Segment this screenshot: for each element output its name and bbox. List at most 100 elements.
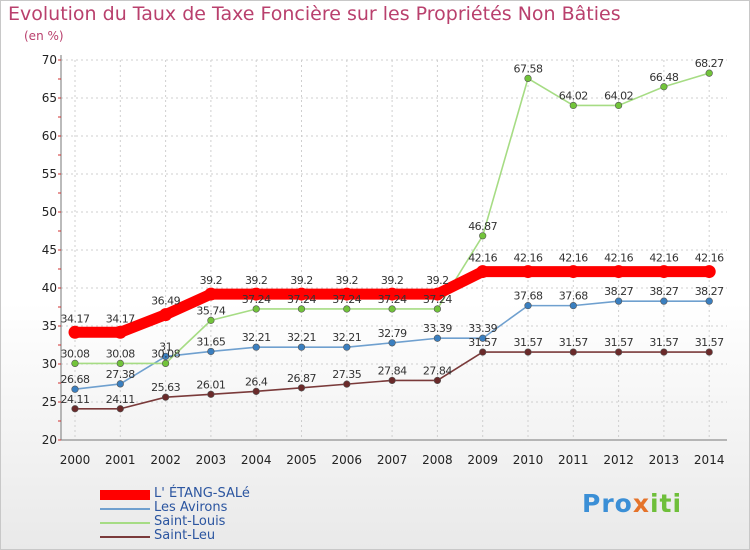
data-label: 27.84 (423, 364, 452, 377)
grid (61, 59, 727, 441)
data-label: 36.49 (151, 295, 180, 308)
data-label: 67.58 (514, 62, 543, 75)
data-label: 42.16 (695, 252, 724, 265)
data-point (702, 265, 716, 279)
data-point (162, 393, 170, 401)
x-tick-label: 2000 (60, 453, 91, 467)
data-point (249, 287, 263, 301)
data-label: 68.27 (695, 57, 724, 70)
data-point (524, 302, 532, 310)
proxiti-logo: Proxiti (582, 489, 682, 518)
x-tick-label: 2012 (603, 453, 634, 467)
data-label: 42.16 (559, 252, 588, 265)
data-label: 34.17 (106, 312, 135, 325)
data-point (388, 376, 396, 385)
data-label: 24.11 (106, 393, 135, 406)
data-point (657, 265, 671, 279)
logo-text-pro: Pro (582, 489, 633, 518)
data-label: 39.2 (290, 274, 313, 287)
data-label: 46.87 (468, 220, 497, 233)
data-label: 31.57 (649, 336, 678, 349)
x-tick-label: 2007 (377, 453, 408, 467)
data-point (343, 305, 351, 313)
data-point (524, 74, 532, 82)
data-point (207, 316, 215, 324)
chart-subtitle: (en %) (24, 29, 64, 43)
data-point (297, 305, 306, 313)
data-label: 31.65 (196, 335, 225, 348)
data-point (660, 297, 668, 305)
data-label: 39.2 (336, 274, 359, 287)
line-chart: 20 25 30 35 40 45 50 55 60 65 70 2000 2001 2002 2003 20… (42, 53, 727, 467)
data-point (479, 334, 487, 342)
data-point (297, 343, 306, 351)
data-label: 30.08 (151, 347, 180, 360)
y-tick-label: 25 (42, 395, 57, 409)
data-label: 42.16 (649, 252, 678, 265)
legend-label: Saint-Louis (154, 514, 226, 529)
x-tick-label: 2011 (558, 453, 589, 467)
data-point (116, 359, 124, 367)
data-point (204, 287, 218, 301)
data-point (476, 265, 490, 279)
data-label: 31 (159, 340, 172, 353)
y-tick-label: 35 (42, 319, 57, 333)
data-point (159, 308, 173, 322)
legend-label: Les Avirons (154, 500, 228, 515)
data-label: 64.02 (604, 89, 633, 102)
legend-swatch (100, 490, 150, 500)
data-point (614, 297, 623, 305)
data-label: 42.16 (604, 252, 633, 265)
data-label: 34.17 (61, 312, 90, 325)
data-point (340, 287, 354, 301)
x-tick-label: 2008 (422, 453, 453, 467)
logo-text-iti: iti (649, 489, 683, 518)
axes: 20 25 30 35 40 45 50 55 60 65 70 2000 2001 2002 2003 20… (42, 53, 727, 467)
data-point (71, 385, 79, 393)
y-tick-label: 60 (42, 129, 57, 143)
data-label: 31.57 (468, 336, 497, 349)
x-tick-label: 2013 (649, 453, 680, 467)
x-tick-label: 2001 (105, 453, 136, 467)
data-point (207, 347, 215, 356)
data-label: 37.24 (332, 293, 361, 306)
data-label: 32.21 (287, 331, 316, 344)
legend-swatch (100, 508, 150, 510)
data-label: 33.39 (468, 322, 497, 335)
data-label: 66.48 (649, 71, 678, 84)
data-point (252, 387, 260, 395)
data-label: 31.57 (514, 336, 543, 349)
data-point (388, 305, 396, 313)
data-label: 26.01 (196, 378, 225, 391)
data-label: 42.16 (468, 252, 497, 265)
y-tick-label: 20 (42, 433, 57, 447)
data-point (569, 101, 577, 110)
data-label: 39.2 (200, 274, 223, 287)
data-label: 32.21 (242, 331, 271, 344)
data-point (343, 380, 351, 388)
x-tick-label: 2004 (241, 453, 272, 467)
data-point (71, 405, 79, 413)
data-point (71, 359, 79, 367)
data-label: 39.2 (245, 274, 268, 287)
data-point (524, 348, 532, 356)
data-label: 26.4 (245, 375, 268, 388)
data-label: 39.2 (381, 274, 404, 287)
data-point (433, 376, 442, 385)
y-tick-label: 40 (42, 281, 57, 295)
y-tick-label: 30 (42, 357, 57, 371)
data-label: 24.11 (61, 393, 90, 406)
data-label: 32.79 (378, 327, 407, 340)
chart-title: Evolution du Taux de Taxe Foncière sur l… (8, 3, 621, 25)
data-label: 30.08 (106, 347, 135, 360)
data-point (207, 390, 215, 398)
x-tick-label: 2003 (196, 453, 227, 467)
x-tick-label: 2010 (513, 453, 544, 467)
data-point (569, 348, 577, 356)
legend-label: Saint-Leu (154, 528, 216, 543)
data-point (433, 305, 442, 313)
data-label: 26.87 (287, 372, 316, 385)
data-point (388, 339, 396, 347)
data-point (705, 348, 713, 356)
data-label: 27.35 (332, 368, 361, 381)
